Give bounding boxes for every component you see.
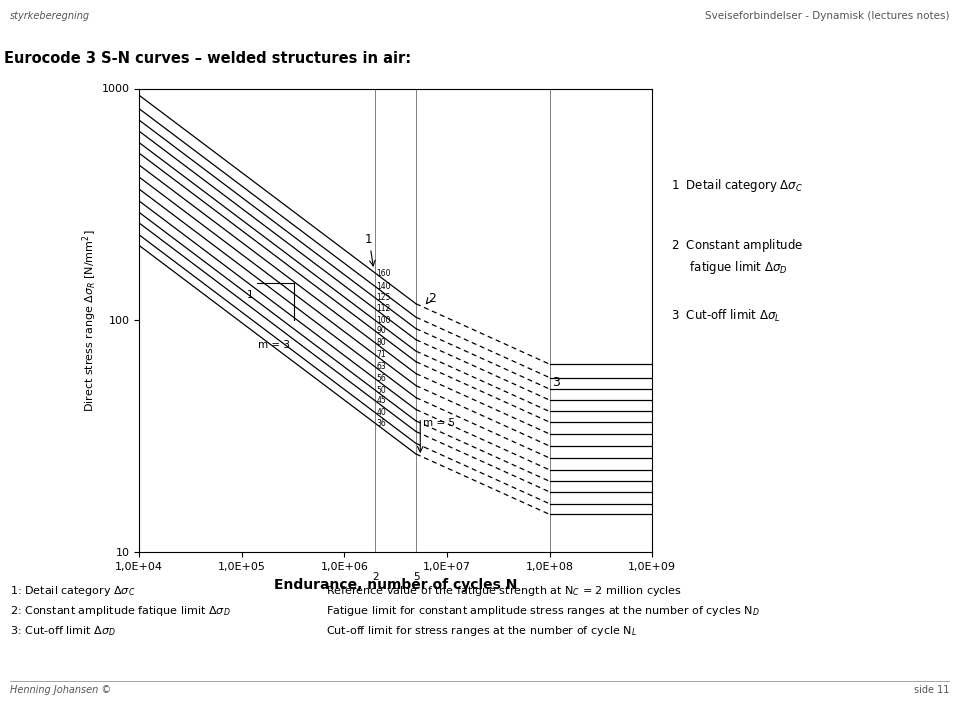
Text: 40: 40 bbox=[377, 408, 386, 417]
Text: 50: 50 bbox=[377, 386, 386, 394]
Text: $\it{1}$  Detail category $\Delta\sigma_C$: $\it{1}$ Detail category $\Delta\sigma_C… bbox=[671, 177, 804, 194]
Text: Henning Johansen ©: Henning Johansen © bbox=[10, 685, 110, 695]
Text: 112: 112 bbox=[377, 304, 390, 314]
Text: $\it{2}$  Constant amplitude
     fatigue limit $\Delta\sigma_D$: $\it{2}$ Constant amplitude fatigue limi… bbox=[671, 237, 804, 276]
Text: Reference value of the fatigue strength at N$_C$ = 2 million cycles: Reference value of the fatigue strength … bbox=[326, 584, 682, 598]
Text: Cut-off limit for stress ranges at the number of cycle N$_L$: Cut-off limit for stress ranges at the n… bbox=[326, 624, 637, 638]
Text: 5: 5 bbox=[412, 571, 419, 582]
Text: 2: 2 bbox=[372, 571, 379, 582]
Text: 2: 2 bbox=[428, 292, 435, 305]
Text: 100: 100 bbox=[377, 316, 391, 325]
Text: m = 3: m = 3 bbox=[258, 341, 291, 350]
Text: 45: 45 bbox=[377, 396, 386, 405]
Text: 80: 80 bbox=[377, 338, 386, 348]
Text: 125: 125 bbox=[377, 293, 391, 302]
Text: 140: 140 bbox=[377, 282, 391, 291]
Text: Eurocode 3 S-N curves – welded structures in air:: Eurocode 3 S-N curves – welded structure… bbox=[4, 51, 411, 66]
Text: 1: 1 bbox=[246, 290, 253, 300]
Text: $\it{3}$  Cut-off limit $\Delta\sigma_L$: $\it{3}$ Cut-off limit $\Delta\sigma_L$ bbox=[671, 308, 782, 324]
Text: styrkeberegning: styrkeberegning bbox=[10, 11, 90, 21]
Text: 90: 90 bbox=[377, 326, 386, 336]
X-axis label: Endurance, number of cycles N: Endurance, number of cycles N bbox=[274, 578, 517, 591]
Text: 160: 160 bbox=[377, 268, 391, 278]
Text: 3: 3 bbox=[551, 376, 559, 389]
Text: 71: 71 bbox=[377, 350, 386, 360]
Text: Fatigue limit for constant amplitude stress ranges at the number of cycles N$_D$: Fatigue limit for constant amplitude str… bbox=[326, 604, 760, 618]
Y-axis label: Direct stress range $\Delta\sigma_R$ [N/mm$^2$]: Direct stress range $\Delta\sigma_R$ [N/… bbox=[80, 229, 99, 411]
Text: m = 5: m = 5 bbox=[423, 418, 455, 428]
Text: 56: 56 bbox=[377, 375, 386, 383]
Text: 1: Detail category $\Delta\sigma_C$: 1: Detail category $\Delta\sigma_C$ bbox=[10, 584, 135, 598]
Text: side 11: side 11 bbox=[914, 685, 949, 695]
Text: 2: Constant amplitude fatique limit $\Delta\sigma_D$: 2: Constant amplitude fatique limit $\De… bbox=[10, 604, 230, 618]
Text: 3: Cut-off limit $\Delta\sigma_D$: 3: Cut-off limit $\Delta\sigma_D$ bbox=[10, 624, 116, 637]
Text: 1: 1 bbox=[364, 233, 372, 246]
Text: Sveiseforbindelser - Dynamisk (lectures notes): Sveiseforbindelser - Dynamisk (lectures … bbox=[705, 11, 949, 21]
Text: 63: 63 bbox=[377, 362, 386, 372]
Text: 36: 36 bbox=[377, 418, 386, 428]
